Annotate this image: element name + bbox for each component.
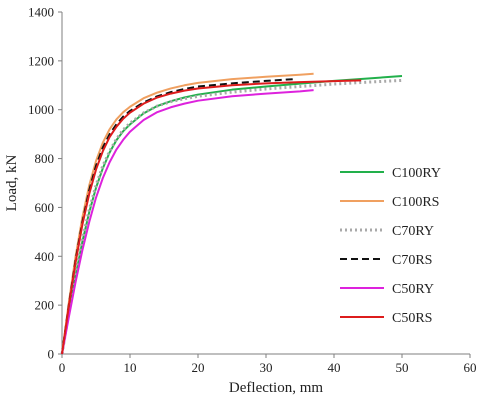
legend-label-c70ry: C70RY xyxy=(392,224,434,239)
y-tick-label: 600 xyxy=(35,200,55,215)
series-line-c50ry xyxy=(61,89,314,355)
y-tick-label: 400 xyxy=(35,249,55,264)
y-tick-label: 0 xyxy=(48,347,55,362)
legend-label-c50ry: C50RY xyxy=(392,282,434,297)
x-tick-label: 30 xyxy=(260,360,273,375)
legend-label-c100rs: C100RS xyxy=(392,195,439,210)
series-line-c100ry xyxy=(61,75,403,355)
axes xyxy=(58,11,471,358)
y-tick-label: 800 xyxy=(35,151,55,166)
series-line-c100rs xyxy=(61,72,314,355)
legend: C100RY C100RS C70RY C70RS C50RY C50RS xyxy=(340,166,441,326)
y-tick-label: 200 xyxy=(35,298,55,313)
y-tick-label: 1000 xyxy=(28,102,54,117)
series-lines xyxy=(60,72,403,355)
x-tick-label: 60 xyxy=(464,360,477,375)
x-tick-label: 20 xyxy=(192,360,205,375)
legend-label-c100ry: C100RY xyxy=(392,166,441,181)
series-line-c70ry xyxy=(60,78,403,355)
x-tick-label: 50 xyxy=(396,360,409,375)
series-line-c50rs xyxy=(61,79,362,355)
x-axis-label: Deflection, mm xyxy=(229,380,323,396)
x-tick-label: 0 xyxy=(59,360,66,375)
x-tick-label: 40 xyxy=(328,360,341,375)
series-line-c70rs xyxy=(61,78,294,355)
y-tick-label: 1400 xyxy=(28,5,54,20)
y-tick-label: 1200 xyxy=(28,53,54,68)
legend-label-c50rs: C50RS xyxy=(392,311,432,326)
y-axis-label: Load, kN xyxy=(4,155,20,212)
x-tick-label: 10 xyxy=(124,360,137,375)
legend-label-c70rs: C70RS xyxy=(392,253,432,268)
